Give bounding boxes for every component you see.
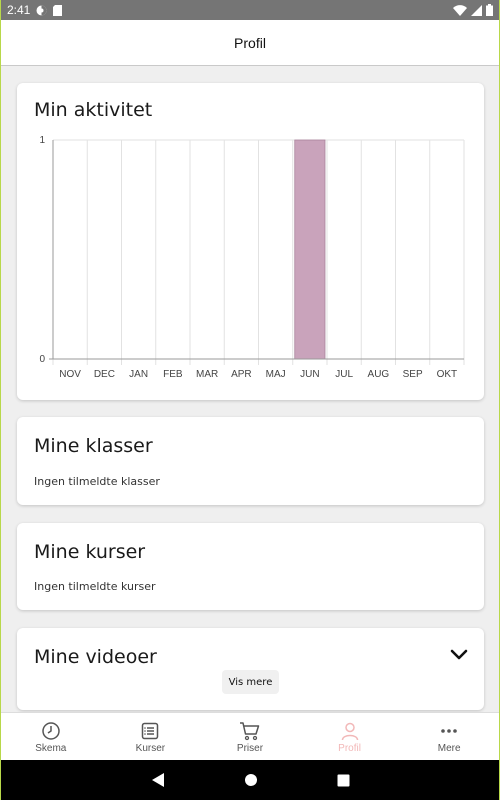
- activity-card-title: Min aktivitet: [34, 99, 153, 121]
- videos-card[interactable]: Mine videoer Vis mere: [17, 628, 484, 710]
- chart-x-tick-label: FEB: [163, 369, 183, 380]
- notification-icon: [36, 5, 47, 15]
- videos-card-title: Mine videoer: [34, 646, 157, 668]
- profile-content[interactable]: Min aktivitet 0 1 NOV DEC JAN FEB MAR APR MAJ JUN…: [1, 66, 499, 712]
- nav-item-priser[interactable]: Priser: [200, 713, 300, 760]
- nav-label-skema: Skema: [35, 743, 67, 754]
- sd-card-icon: [53, 4, 63, 16]
- battery-icon: [486, 4, 493, 16]
- bottom-nav: Skema Kurser Priser Profil: [1, 712, 499, 760]
- chart-x-tick-label: JUL: [335, 369, 353, 380]
- activity-card: Min aktivitet 0 1 NOV DEC JAN FEB MAR APR MAJ JUN…: [17, 83, 484, 400]
- chart-x-tick-label: SEP: [403, 369, 423, 380]
- chart-x-tick-label: AUG: [368, 369, 390, 380]
- person-icon: [341, 722, 358, 741]
- chart-y-tick-label: 1: [39, 135, 45, 146]
- chevron-down-icon[interactable]: [450, 649, 468, 661]
- nav-label-priser: Priser: [236, 743, 264, 754]
- chart-x-tick-label: APR: [231, 369, 252, 380]
- clock-icon: [42, 722, 60, 740]
- classes-empty-text: Ingen tilmeldte klasser: [34, 475, 160, 488]
- list-icon: [142, 722, 159, 740]
- courses-card-title: Mine kurser: [34, 541, 146, 563]
- chart-x-tick-label: OKT: [437, 369, 458, 380]
- nav-label-kurser: Kurser: [135, 743, 166, 754]
- nav-item-profil[interactable]: Profil: [300, 713, 400, 760]
- status-bar: 2:41: [1, 0, 499, 20]
- signal-icon: [471, 4, 482, 16]
- classes-card-title: Mine klasser: [34, 435, 153, 457]
- back-icon[interactable]: [151, 772, 165, 788]
- nav-item-mere[interactable]: Mere: [399, 713, 499, 760]
- chart-x-tick-label: MAJ: [266, 369, 286, 380]
- page-title: Profil: [234, 34, 266, 51]
- dots-icon: [441, 729, 457, 733]
- classes-card: Mine klasser Ingen tilmeldte klasser: [17, 417, 484, 505]
- chart-x-tick-label: DEC: [94, 369, 115, 380]
- chart-y-tick-label: 0: [39, 354, 45, 365]
- nav-item-kurser[interactable]: Kurser: [101, 713, 201, 760]
- nav-item-skema[interactable]: Skema: [1, 713, 101, 760]
- status-time: 2:41: [7, 3, 31, 17]
- cart-icon: [239, 722, 260, 741]
- courses-card: Mine kurser Ingen tilmeldte kurser: [17, 523, 484, 610]
- home-icon[interactable]: [244, 773, 258, 787]
- courses-empty-text: Ingen tilmeldte kurser: [34, 580, 156, 593]
- chart-x-tick-label: NOV: [59, 369, 81, 380]
- show-more-button[interactable]: Vis mere: [222, 670, 279, 694]
- nav-label-mere: Mere: [437, 743, 461, 754]
- android-nav-bar: [1, 760, 499, 800]
- chart-x-tick-label: MAR: [196, 369, 218, 380]
- activity-chart: 0 1 NOV DEC JAN FEB MAR APR MAJ JUN JUL AUG SEP OKT: [39, 135, 465, 380]
- wifi-icon: [453, 4, 467, 16]
- recents-icon[interactable]: [337, 774, 350, 787]
- nav-label-profil: Profil: [338, 743, 361, 754]
- chart-x-tick-label: JAN: [129, 369, 148, 380]
- app-header: Profil: [1, 20, 499, 66]
- chart-x-tick-label: JUN: [300, 369, 319, 380]
- chart-bar: [294, 139, 326, 360]
